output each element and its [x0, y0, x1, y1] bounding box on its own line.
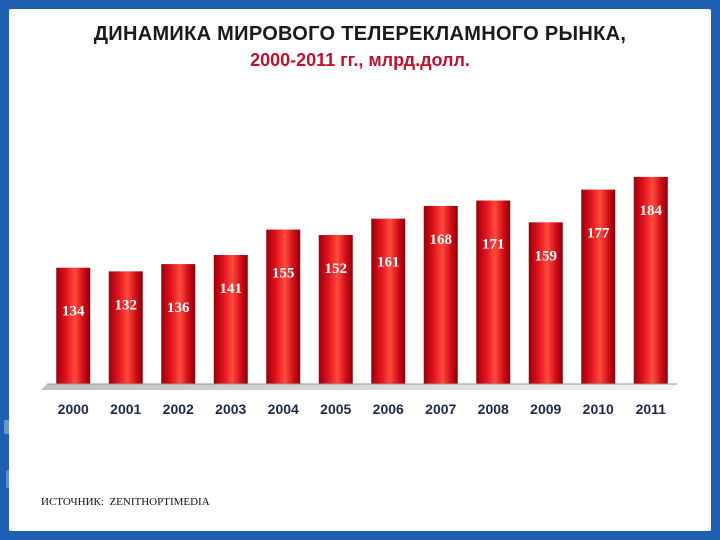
- value-label-2006: 161: [377, 255, 400, 271]
- bar-2005: [318, 235, 353, 384]
- source-note: ИСТОЧНИК: ZENITHOPTIMEDIA: [41, 496, 210, 508]
- tick-label-2008: 2008: [478, 401, 509, 417]
- value-label-2010: 177: [587, 226, 610, 242]
- value-label-2011: 184: [640, 203, 663, 219]
- tick-label-2011: 2011: [636, 401, 667, 417]
- bar-2010: [581, 189, 616, 384]
- chart-subtitle: 2000-2011 гг., млрд.долл.: [250, 50, 470, 70]
- value-label-2008: 171: [482, 237, 505, 253]
- tick-label-2009: 2009: [530, 401, 561, 417]
- bar-2003: [213, 255, 248, 384]
- bar-2002: [161, 264, 196, 384]
- value-label-2002: 136: [167, 300, 190, 316]
- bar-2007: [423, 205, 458, 384]
- value-label-2007: 168: [430, 232, 453, 248]
- value-label-2001: 132: [115, 297, 138, 313]
- chart-title: ДИНАМИКА МИРОВОГО ТЕЛЕРЕКЛАМНОГО РЫНКА,: [93, 23, 627, 45]
- tick-label-2001: 2001: [110, 401, 141, 417]
- x-tick-labels: 2000 2001 2002 2003 2004 2005 2006 2007 2008 2009…: [58, 401, 666, 417]
- x-axis: [41, 383, 677, 390]
- bars: [56, 176, 668, 384]
- tick-label-2003: 2003: [215, 401, 246, 417]
- bar-2006: [371, 218, 406, 384]
- value-label-2000: 134: [62, 304, 85, 320]
- tick-label-2000: 2000: [58, 401, 89, 417]
- bar-2000: [56, 267, 91, 384]
- tick-label-2002: 2002: [163, 401, 194, 417]
- bar-2004: [266, 229, 301, 384]
- tick-label-2004: 2004: [268, 401, 299, 417]
- bar-2011: [633, 176, 668, 384]
- value-label-2004: 155: [272, 266, 295, 282]
- bar-2009: [528, 222, 563, 384]
- bar-chart: 134 132 136 141 155 152 161 168 171 159 177 184 200…: [41, 176, 677, 417]
- tick-label-2006: 2006: [373, 401, 404, 417]
- tick-label-2007: 2007: [425, 401, 456, 417]
- bar-2001: [108, 271, 143, 384]
- axis-floor: [41, 384, 677, 390]
- value-label-2005: 152: [325, 261, 348, 277]
- value-label-2003: 141: [220, 281, 243, 297]
- tick-label-2010: 2010: [583, 401, 614, 417]
- value-label-2009: 159: [535, 248, 558, 264]
- bar-2008: [476, 200, 511, 384]
- tick-label-2005: 2005: [320, 401, 351, 417]
- value-labels: 134 132 136 141 155 152 161 168 171 159 177 184: [62, 203, 663, 320]
- slide: ДИНАМИКА МИРОВОГО ТЕЛЕРЕКЛАМНОГО РЫНКА, …: [9, 9, 711, 531]
